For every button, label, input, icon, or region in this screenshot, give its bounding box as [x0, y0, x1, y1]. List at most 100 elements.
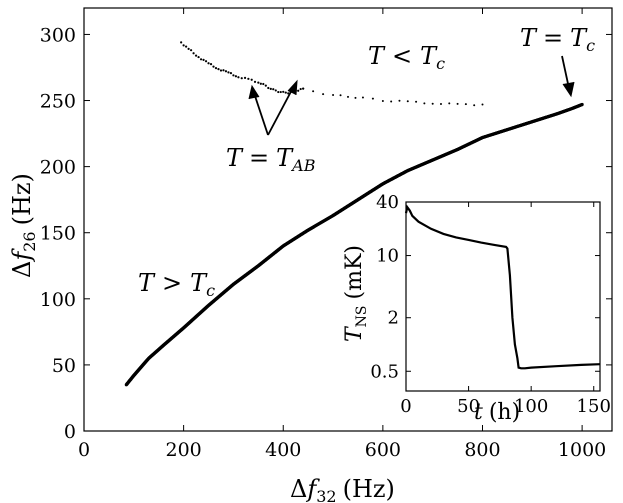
data-point	[180, 41, 183, 44]
data-point	[464, 103, 467, 106]
data-point	[398, 99, 401, 102]
annotation-t-equals-tc: T = Tc	[520, 24, 595, 55]
data-point	[237, 76, 240, 79]
data-point	[182, 44, 185, 47]
annotation-arrows	[248, 55, 575, 136]
inset-y-tick-label: 40	[376, 192, 399, 213]
main-data-points	[124, 41, 584, 387]
data-point	[272, 88, 275, 91]
data-point	[361, 96, 364, 99]
data-point	[234, 75, 238, 78]
data-point	[217, 68, 220, 71]
data-point	[431, 102, 434, 105]
data-point	[202, 58, 205, 61]
arrow-tc-head	[562, 81, 575, 98]
data-point	[277, 90, 280, 94]
inset-x-axis-label: t (h)	[474, 400, 520, 425]
data-point	[253, 80, 257, 83]
annotation-t-less-tc: T < Tc	[368, 42, 445, 73]
data-point	[262, 82, 265, 86]
data-point	[212, 65, 215, 68]
x-tick-label: 1000	[558, 439, 606, 461]
data-point	[415, 100, 418, 103]
inset-x-tick-label: 150	[577, 396, 611, 417]
data-point	[473, 104, 476, 107]
data-point	[194, 54, 198, 57]
data-point	[240, 77, 243, 80]
data-point	[274, 89, 277, 92]
y-axis-label: Δf26(Hz)	[8, 173, 39, 278]
x-axis-label: Δf32 (Hz)	[290, 475, 395, 503]
main-plot-frame	[83, 7, 613, 432]
data-point	[192, 52, 195, 55]
data-point	[406, 100, 409, 103]
data-point	[204, 60, 208, 63]
data-point	[456, 102, 459, 105]
y-tick-label: 200	[40, 157, 76, 179]
data-point	[390, 100, 393, 103]
inset-plot-frame	[405, 201, 601, 392]
y-tick-label: 300	[40, 24, 76, 46]
arrow-tab-right-line	[267, 83, 296, 136]
data-point	[423, 102, 426, 105]
data-point	[189, 49, 193, 52]
data-point	[448, 102, 451, 105]
data-point	[381, 100, 384, 103]
arrow-tab-right-head	[287, 79, 298, 96]
data-point	[224, 70, 228, 73]
data-point	[284, 91, 287, 94]
arrow-tab-left-head	[248, 84, 260, 100]
data-point	[339, 94, 342, 97]
inset-x-tick-label: 100	[514, 396, 548, 417]
data-point	[354, 96, 357, 99]
data-point	[243, 76, 247, 79]
annotation-t-equals-tab: T = TAB	[226, 144, 316, 175]
data-point	[322, 93, 325, 96]
data-point	[209, 63, 213, 66]
data-point	[185, 45, 188, 48]
y-tick-label: 50	[52, 355, 76, 377]
x-tick-label: 800	[464, 439, 500, 461]
data-point	[481, 103, 484, 106]
data-point	[282, 90, 285, 93]
data-point	[302, 87, 305, 90]
x-tick-label: 600	[365, 439, 401, 461]
inset-y-axis-label: TNS(mK)	[342, 245, 370, 342]
y-tick-label: 0	[64, 421, 76, 443]
data-point	[229, 72, 233, 75]
data-point	[371, 97, 374, 100]
x-tick-label: 200	[165, 439, 201, 461]
inset-x-tick-label: 50	[457, 396, 480, 417]
data-point	[279, 90, 282, 94]
data-point	[267, 86, 270, 90]
data-point	[297, 89, 300, 92]
data-point	[250, 78, 253, 81]
data-point	[214, 66, 218, 70]
inset-x-tick-label: 0	[400, 396, 411, 417]
data-point	[269, 87, 272, 91]
data-point	[259, 82, 262, 85]
inset-series-line	[404, 204, 601, 370]
data-point	[219, 69, 223, 72]
annotation-t-greater-tc: T > Tc	[138, 269, 215, 300]
inset-y-tick-label: 10	[376, 246, 399, 267]
data-point	[439, 103, 442, 106]
y-tick-label: 100	[40, 289, 76, 311]
data-point	[222, 69, 225, 72]
data-point	[199, 58, 203, 61]
data-point	[264, 84, 267, 87]
inset-y-tick-label: 2	[388, 308, 399, 329]
x-tick-label: 0	[78, 439, 90, 461]
data-point	[580, 102, 584, 107]
data-point	[347, 95, 349, 98]
y-tick-label: 150	[40, 223, 76, 245]
data-point	[207, 62, 210, 65]
data-point	[197, 55, 200, 59]
y-tick-label: 250	[40, 91, 76, 113]
x-tick-label: 400	[265, 439, 301, 461]
data-point	[299, 87, 302, 91]
inset-ticks: 0 50 100 150 0.5 2 10 40	[370, 192, 611, 417]
data-point	[332, 93, 335, 96]
